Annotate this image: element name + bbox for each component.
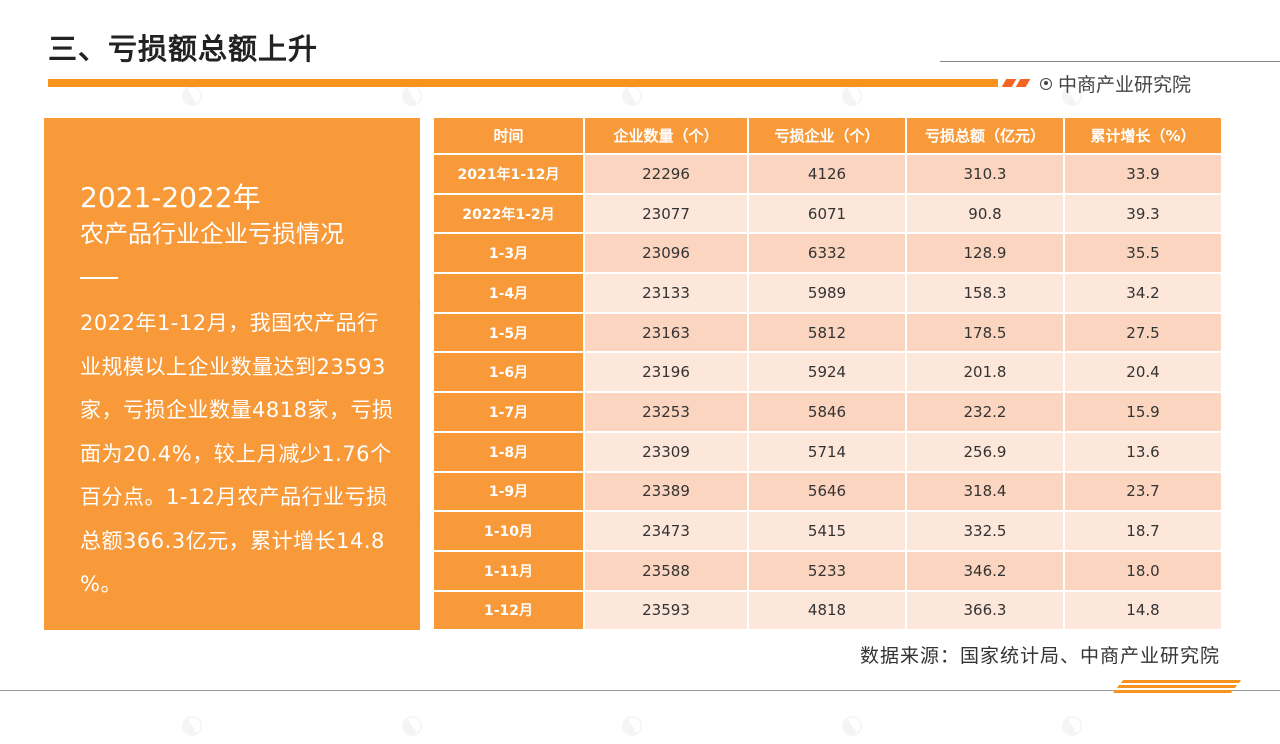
table-cell: 23309	[584, 431, 749, 473]
table-cell: 34.2	[1064, 273, 1223, 314]
table-cell: 4818	[748, 590, 907, 632]
table-row: 1-4月 23133 5989 158.3 34.2	[434, 273, 1223, 314]
table-time-cell: 1-12月	[434, 590, 585, 632]
table-time-cell: 1-3月	[434, 233, 585, 275]
table-cell: 23473	[584, 511, 749, 552]
title-underline	[48, 79, 998, 87]
table-time-cell: 1-9月	[434, 471, 585, 513]
table-row: 2022年1-2月 23077 6071 90.8 39.3	[434, 193, 1223, 235]
table-cell: 22296	[584, 154, 749, 195]
table-row: 1-3月 23096 6332 128.9 35.5	[434, 233, 1223, 275]
table-cell: 5646	[748, 471, 907, 513]
table-cell: 39.3	[1064, 193, 1223, 235]
brand-logo: 中商产业研究院	[1040, 70, 1191, 97]
table-cell: 14.8	[1064, 590, 1223, 632]
table-cell: 6332	[748, 233, 907, 275]
table-cell: 18.0	[1064, 550, 1223, 592]
table-row: 1-5月 23163 5812 178.5 27.5	[434, 312, 1223, 354]
table-cell: 23196	[584, 352, 749, 394]
table-cell: 232.2	[906, 392, 1065, 433]
table-cell: 23163	[584, 312, 749, 354]
table-cell: 178.5	[906, 312, 1065, 354]
table-time-cell: 1-5月	[434, 312, 585, 354]
footer-stripes-decoration	[1112, 680, 1242, 693]
table-header-row: 时间 企业数量（个） 亏损企业（个） 亏损总额（亿元） 累计增长（%）	[434, 118, 1223, 155]
table-time-cell: 1-11月	[434, 550, 585, 592]
table-time-cell: 1-4月	[434, 273, 585, 314]
table-row: 1-8月 23309 5714 256.9 13.6	[434, 431, 1223, 473]
table-cell: 5812	[748, 312, 907, 354]
table-cell: 4126	[748, 154, 907, 195]
table-cell: 158.3	[906, 273, 1065, 314]
table-cell: 27.5	[1064, 312, 1223, 354]
table-cell: 256.9	[906, 431, 1065, 473]
summary-card: 2021-2022年 农产品行业企业亏损情况 2022年1-12月，我国农产品行…	[44, 118, 471, 630]
table-cell: 23077	[584, 193, 749, 235]
table-cell: 5714	[748, 431, 907, 473]
table-cell: 332.5	[906, 511, 1065, 552]
loss-data-table: 时间 企业数量（个） 亏损企业（个） 亏损总额（亿元） 累计增长（%） 2021年1-1…	[434, 118, 1223, 632]
table-cell: 35.5	[1064, 233, 1223, 275]
table-row: 1-11月 23588 5233 346.2 18.0	[434, 550, 1223, 592]
table-row: 1-7月 23253 5846 232.2 15.9	[434, 392, 1223, 433]
table-cell: 346.2	[906, 550, 1065, 592]
table-cell: 23.7	[1064, 471, 1223, 513]
brand-name: 中商产业研究院	[1058, 74, 1192, 96]
summary-heading-topic: 农产品行业企业亏损情况	[80, 220, 344, 248]
table-row: 1-12月 23593 4818 366.3 14.8	[434, 590, 1223, 632]
table-cell: 18.7	[1064, 511, 1223, 552]
header-divider-line	[940, 61, 1280, 62]
table-header-cell: 亏损企业（个）	[748, 118, 907, 155]
summary-heading-year: 2021-2022年	[80, 181, 261, 214]
table-time-cell: 1-7月	[434, 392, 585, 433]
table-cell: 201.8	[906, 352, 1065, 394]
table-cell: 366.3	[906, 590, 1065, 632]
table-row: 1-6月 23196 5924 201.8 20.4	[434, 352, 1223, 394]
table-cell: 310.3	[906, 154, 1065, 195]
table-header-cell: 企业数量（个）	[584, 118, 749, 155]
table-header-cell: 累计增长（%）	[1064, 118, 1223, 155]
table-row: 2021年1-12月 22296 4126 310.3 33.9	[434, 154, 1223, 195]
table-cell: 23593	[584, 590, 749, 632]
table-cell: 23133	[584, 273, 749, 314]
table-time-cell: 1-6月	[434, 352, 585, 394]
table-time-cell: 2021年1-12月	[434, 154, 585, 195]
table-header-cell: 时间	[434, 118, 585, 155]
table-time-cell: 2022年1-2月	[434, 193, 585, 235]
table-cell: 6071	[748, 193, 907, 235]
table-cell: 5233	[748, 550, 907, 592]
header-stripes-decoration	[1000, 79, 1031, 87]
table-row: 1-10月 23473 5415 332.5 18.7	[434, 511, 1223, 552]
table-cell: 23588	[584, 550, 749, 592]
footer-divider-line	[0, 690, 1280, 691]
page-title: 三、亏损额总额上升	[48, 32, 319, 66]
table-header-cell: 亏损总额（亿元）	[906, 118, 1065, 155]
summary-body-text: 2022年1-12月，我国农产品行业规模以上企业数量达到23593家，亏损企业数…	[80, 311, 471, 596]
table-row: 1-9月 23389 5646 318.4 23.7	[434, 471, 1223, 513]
table-cell: 5924	[748, 352, 907, 394]
table-cell: 23096	[584, 233, 749, 275]
table-cell: 33.9	[1064, 154, 1223, 195]
table-cell: 5846	[748, 392, 907, 433]
data-source-note: 数据来源：国家统计局、中商产业研究院	[859, 645, 1220, 667]
table-cell: 23389	[584, 471, 749, 513]
table-cell: 13.6	[1064, 431, 1223, 473]
table-cell: 15.9	[1064, 392, 1223, 433]
table-time-cell: 1-8月	[434, 431, 585, 473]
table-cell: 23253	[584, 392, 749, 433]
table-cell: 20.4	[1064, 352, 1223, 394]
table-cell: 90.8	[906, 193, 1065, 235]
table-cell: 128.9	[906, 233, 1065, 275]
table-cell: 5989	[748, 273, 907, 314]
brand-circle-icon	[1040, 77, 1052, 90]
table-time-cell: 1-10月	[434, 511, 585, 552]
table-cell: 318.4	[906, 471, 1065, 513]
table-cell: 5415	[748, 511, 907, 552]
summary-divider	[80, 277, 118, 279]
